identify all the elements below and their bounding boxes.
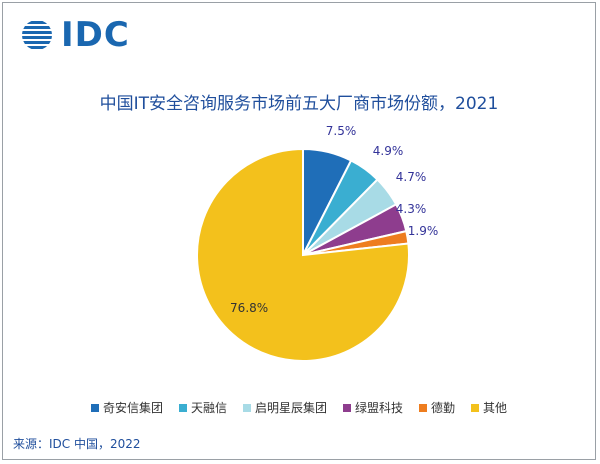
- legend-label: 天融信: [190, 401, 227, 415]
- legend-swatch: [90, 403, 99, 412]
- legend-swatch: [471, 403, 480, 412]
- logo-text: IDC: [61, 15, 130, 55]
- idc-logo: IDC: [21, 15, 130, 55]
- legend-swatch: [343, 403, 351, 412]
- legend-label: 德勤: [431, 401, 456, 415]
- chart-title: 中国IT安全咨询服务市场前五大厂商市场份额，2021: [99, 94, 499, 114]
- pie-slice-6: [196, 147, 410, 362]
- legend-swatch: [419, 403, 428, 412]
- data-label-2: 4.9%: [373, 144, 404, 158]
- data-label-1: 7.5%: [326, 124, 357, 138]
- legend-item-1: 奇安信集团: [90, 399, 163, 416]
- source-note: 来源：IDC 中国，2022: [13, 437, 141, 451]
- idc-globe-icon: [22, 21, 52, 49]
- pie-chart: 7.5% 4.9% 4.7% 4.3% 1.9% 76.8%: [196, 124, 439, 362]
- legend-item-6: 其他: [471, 399, 507, 416]
- data-label-3: 4.7%: [396, 170, 427, 184]
- data-label-6: 76.8%: [230, 301, 268, 315]
- legend-label: 绿盟科技: [355, 401, 404, 415]
- legend-swatch: [178, 403, 187, 412]
- legend-item-3: 启明星辰集团: [242, 399, 327, 416]
- data-label-4: 4.3%: [396, 202, 427, 216]
- chart-frame: IDC 中国IT安全咨询服务市场前五大厂商市场份额，2021 7.5% 4.9% 4…: [2, 2, 596, 460]
- legend-item-4: 绿盟科技: [343, 399, 403, 416]
- legend-item-2: 天融信: [178, 399, 227, 416]
- data-label-5: 1.9%: [408, 224, 439, 238]
- legend-swatch: [242, 403, 251, 412]
- legend-label: 其他: [483, 401, 508, 415]
- legend-label: 奇安信集团: [102, 401, 163, 415]
- chart-legend: 奇安信集团 天融信 启明星辰集团 绿盟科技 德勤 其他: [3, 399, 595, 416]
- legend-item-5: 德勤: [419, 399, 455, 416]
- legend-label: 启明星辰集团: [254, 401, 327, 415]
